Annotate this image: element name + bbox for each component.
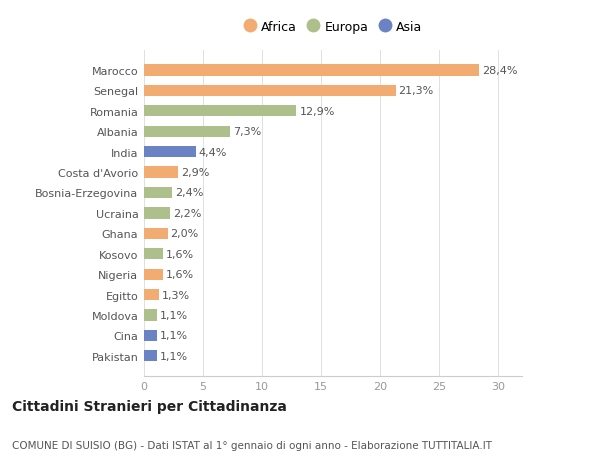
Bar [144, 126, 230, 138]
Legend: Africa, Europa, Asia: Africa, Europa, Asia [240, 17, 426, 38]
Bar [144, 167, 178, 178]
Bar [144, 187, 172, 199]
Text: 28,4%: 28,4% [482, 66, 518, 76]
Text: 1,1%: 1,1% [160, 310, 188, 320]
Text: 2,4%: 2,4% [175, 188, 203, 198]
Bar [144, 228, 167, 240]
Bar [144, 310, 157, 321]
Text: 1,1%: 1,1% [160, 351, 188, 361]
Bar [144, 330, 157, 341]
Text: 21,3%: 21,3% [398, 86, 434, 96]
Bar [144, 269, 163, 280]
Text: 7,3%: 7,3% [233, 127, 262, 137]
Text: COMUNE DI SUISIO (BG) - Dati ISTAT al 1° gennaio di ogni anno - Elaborazione TUT: COMUNE DI SUISIO (BG) - Dati ISTAT al 1°… [12, 440, 492, 450]
Bar [144, 86, 395, 97]
Text: Cittadini Stranieri per Cittadinanza: Cittadini Stranieri per Cittadinanza [12, 399, 287, 413]
Bar [144, 65, 479, 77]
Bar [144, 350, 157, 362]
Text: 1,3%: 1,3% [163, 290, 190, 300]
Text: 2,9%: 2,9% [181, 168, 209, 178]
Text: 4,4%: 4,4% [199, 147, 227, 157]
Bar [144, 106, 296, 117]
Text: 1,6%: 1,6% [166, 249, 194, 259]
Bar [144, 249, 163, 260]
Bar [144, 208, 170, 219]
Text: 2,0%: 2,0% [170, 229, 199, 239]
Text: 1,1%: 1,1% [160, 330, 188, 341]
Text: 12,9%: 12,9% [299, 106, 335, 117]
Bar [144, 289, 160, 301]
Text: 1,6%: 1,6% [166, 269, 194, 280]
Text: 2,2%: 2,2% [173, 208, 202, 218]
Bar [144, 147, 196, 158]
